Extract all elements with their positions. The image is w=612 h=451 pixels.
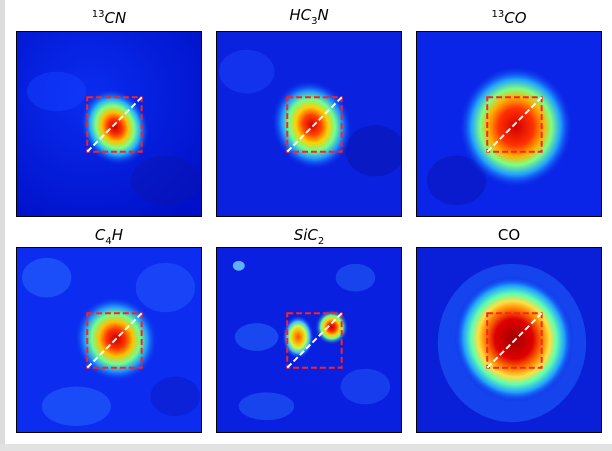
diagonal-cut bbox=[486, 312, 543, 369]
diagonal-cut bbox=[86, 312, 143, 369]
focus-box bbox=[86, 96, 143, 153]
panel-title-sic2: SiC2 bbox=[293, 226, 325, 247]
diagonal-cut bbox=[286, 96, 343, 153]
panel-co-map bbox=[416, 247, 602, 433]
bottom-margin-strip bbox=[0, 444, 612, 451]
panel-title-c4h: C4H bbox=[94, 226, 124, 247]
diagonal-cut bbox=[286, 312, 343, 369]
panel-13co-map bbox=[416, 31, 602, 217]
left-margin-strip bbox=[0, 0, 5, 451]
panel-sic2-map bbox=[216, 247, 402, 433]
panel-title-co: CO bbox=[497, 226, 521, 244]
focus-box bbox=[286, 96, 343, 153]
focus-box bbox=[86, 312, 143, 369]
focus-box bbox=[486, 96, 543, 153]
focus-box bbox=[486, 312, 543, 369]
panel-c4h-map bbox=[16, 247, 202, 433]
panel-13cn-map bbox=[16, 31, 202, 217]
panel-title-hc3n: HC3N bbox=[289, 6, 329, 27]
focus-box bbox=[286, 312, 343, 369]
panel-hc3n-map bbox=[216, 31, 402, 217]
diagonal-cut bbox=[86, 96, 143, 153]
diagonal-cut bbox=[486, 96, 543, 153]
panel-title-13co: 13CO bbox=[491, 9, 527, 27]
panel-title-13cn: 13CN bbox=[91, 9, 127, 27]
